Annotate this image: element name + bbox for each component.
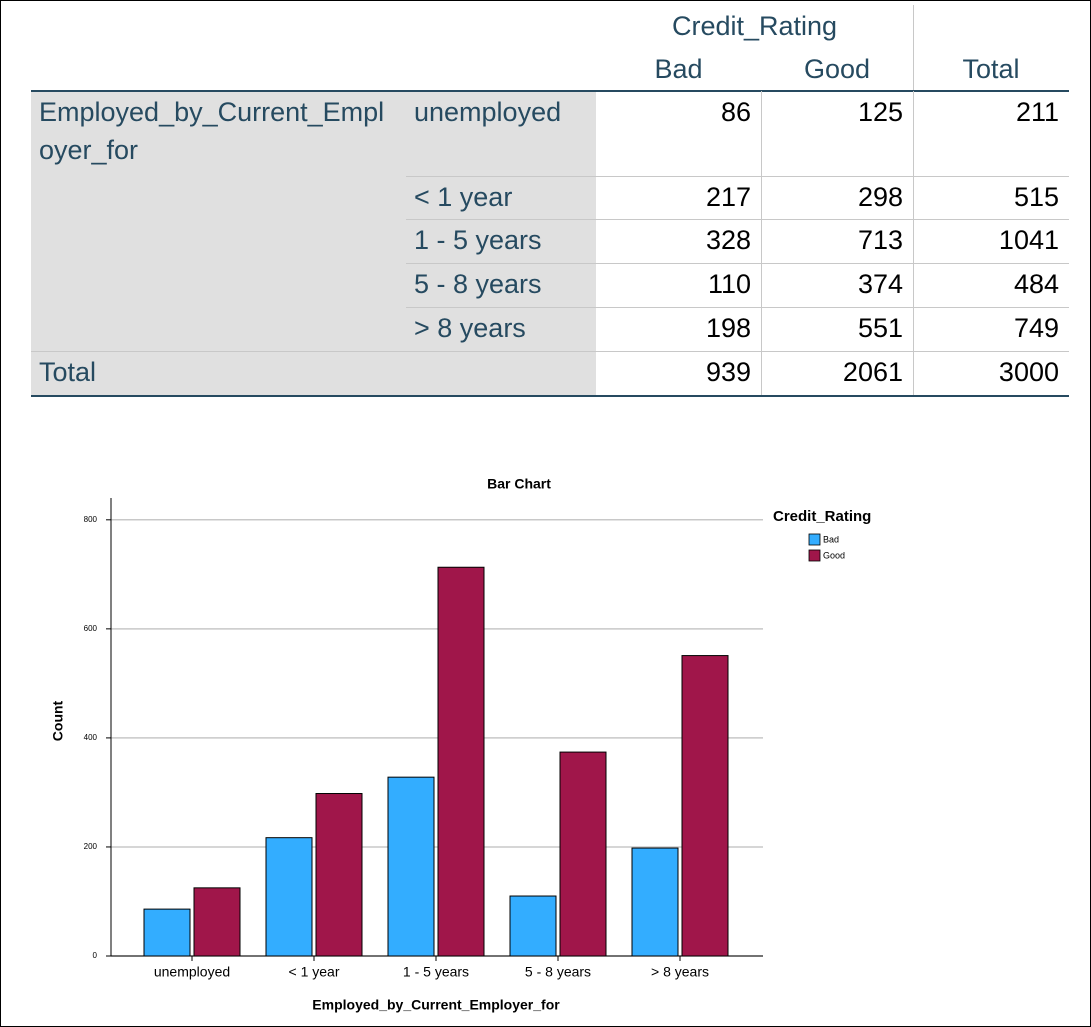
table-value: 551 — [857, 313, 903, 343]
row-header-background — [31, 91, 596, 395]
x-tick-label: 1 - 5 years — [403, 964, 469, 980]
table-value: 198 — [705, 313, 751, 343]
table-value: 328 — [705, 225, 751, 255]
total-label: Total — [39, 357, 97, 387]
row-label: > 8 years — [414, 313, 526, 343]
table-value: 217 — [705, 182, 751, 212]
y-tick-label: 800 — [84, 515, 98, 524]
y-tick-label: 0 — [93, 951, 98, 960]
table-bottom-rule — [31, 395, 1069, 397]
row-rule — [406, 263, 1069, 264]
row-label: 5 - 8 years — [414, 269, 542, 299]
row-group-header: Employed_by_Current_Employer_for — [39, 97, 385, 165]
table-value: 3000 — [998, 357, 1059, 387]
row-rule — [406, 176, 1069, 177]
table-value: 713 — [857, 225, 903, 255]
bar — [631, 847, 679, 957]
table-value: 515 — [1013, 182, 1059, 212]
column-divider — [913, 91, 914, 395]
bar — [315, 793, 363, 957]
header-rule — [31, 90, 1069, 92]
y-tick-label: 200 — [84, 842, 98, 851]
legend-title: Credit_Rating — [773, 508, 871, 525]
chart-title: Bar Chart — [487, 476, 551, 492]
bar — [387, 776, 435, 957]
header-divider — [913, 5, 914, 91]
bar — [559, 751, 607, 957]
bar — [681, 655, 729, 957]
column-divider — [761, 91, 762, 395]
table-value: 125 — [857, 97, 903, 127]
legend-swatch — [808, 549, 821, 562]
table-value: 86 — [720, 97, 751, 127]
bar — [437, 566, 485, 957]
column-header: Total — [962, 54, 1020, 84]
x-tick-label: 5 - 8 years — [525, 964, 591, 980]
x-tick-label: < 1 year — [289, 964, 340, 980]
legend-label: Bad — [823, 534, 839, 544]
row-label: unemployed — [414, 97, 562, 127]
row-rule — [406, 307, 1069, 308]
y-axis-label: Count — [50, 700, 66, 741]
row-rule — [406, 219, 1069, 220]
x-tick-label: > 8 years — [651, 964, 709, 980]
x-axis-label: Employed_by_Current_Employer_for — [312, 997, 560, 1013]
x-tick-label: unemployed — [154, 964, 230, 980]
row-rule — [31, 351, 1069, 352]
table-value: 749 — [1013, 313, 1059, 343]
bar — [509, 895, 557, 957]
column-header: Bad — [654, 54, 703, 84]
bar — [193, 887, 241, 957]
legend-swatch — [808, 533, 821, 546]
bar — [265, 837, 313, 957]
table-value: 110 — [707, 269, 751, 299]
bar — [143, 908, 191, 957]
table-value: 2061 — [842, 357, 903, 387]
table-value: 939 — [705, 357, 751, 387]
row-label: 1 - 5 years — [414, 225, 542, 255]
table-value: 484 — [1013, 269, 1059, 299]
table-value: 298 — [857, 182, 903, 212]
table-value: 374 — [857, 269, 903, 299]
column-header: Good — [803, 54, 871, 84]
column-group-header: Credit_Rating — [671, 11, 838, 41]
legend-label: Good — [823, 550, 845, 560]
y-tick-label: 400 — [84, 733, 98, 742]
y-tick-label: 600 — [84, 624, 98, 633]
table-value: 1041 — [998, 225, 1059, 255]
row-label: < 1 year — [414, 182, 513, 212]
table-value: 211 — [1015, 97, 1059, 127]
